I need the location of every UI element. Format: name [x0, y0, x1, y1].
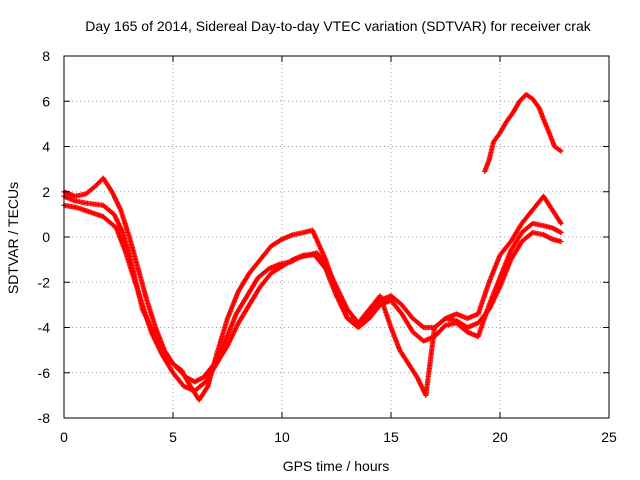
x-tick-label: 5: [169, 429, 177, 445]
data-point-marker: [558, 229, 564, 236]
y-tick-label: 2: [42, 184, 50, 200]
x-tick-label: 20: [492, 429, 508, 445]
y-tick-label: -2: [38, 274, 51, 290]
data-point-marker: [558, 148, 564, 154]
data-layer: [61, 91, 564, 403]
y-tick-label: -8: [38, 410, 51, 426]
x-tick-label: 15: [383, 429, 399, 445]
y-tick-label: 0: [42, 229, 50, 245]
data-point-marker: [558, 220, 564, 227]
tick-layer: 0 5 10 15 20 25 -8 -6 -4 -2 0 2 4 6 8: [38, 48, 617, 445]
series-track-3: [61, 175, 564, 403]
y-axis-title: SDTVAR / TECUs: [5, 182, 21, 294]
chart-title: Day 165 of 2014, Sidereal Day-to-day VTE…: [85, 18, 591, 34]
y-tick-label: -4: [38, 320, 51, 336]
y-tick-label: 6: [42, 93, 50, 109]
data-point-marker: [558, 238, 564, 245]
y-tick-label: 8: [42, 48, 50, 64]
series-track-2: [61, 202, 564, 394]
x-axis-title: GPS time / hours: [283, 458, 390, 474]
series-track-4: [482, 91, 564, 174]
y-tick-label: 4: [42, 139, 50, 155]
x-tick-label: 25: [601, 429, 617, 445]
x-tick-label: 10: [274, 429, 290, 445]
y-tick-label: -6: [38, 365, 51, 381]
x-tick-label: 0: [60, 429, 68, 445]
